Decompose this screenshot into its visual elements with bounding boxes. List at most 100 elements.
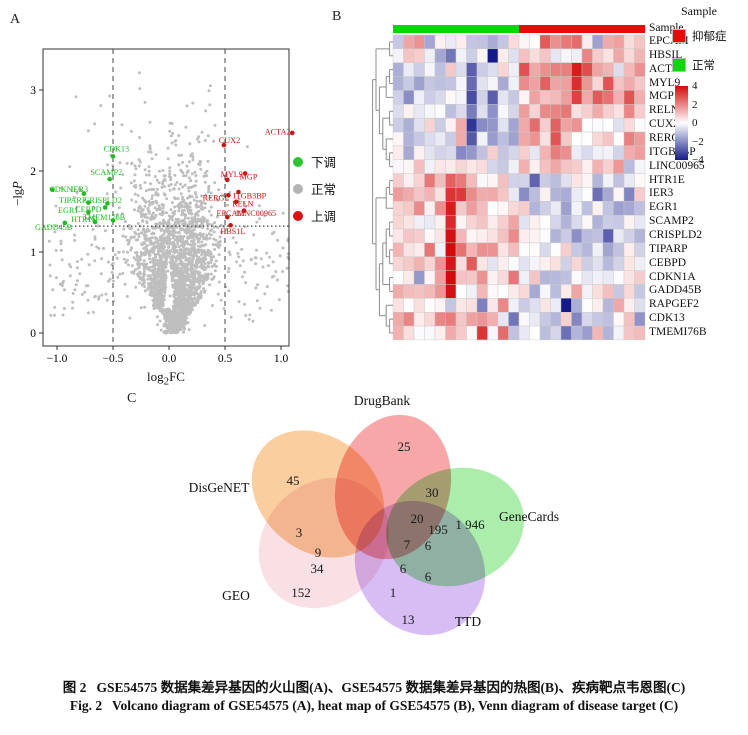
heatmap-cell	[392, 187, 404, 202]
heatmap-cell	[476, 214, 488, 230]
heatmap-cell	[623, 145, 635, 160]
heatmap-row-label: EGR1	[649, 201, 678, 214]
heatmap-legend: 抑郁症 正常	[672, 28, 727, 86]
heatmap-cell	[518, 312, 530, 327]
heatmap-cell	[602, 34, 614, 50]
heatmap-cell	[445, 256, 457, 271]
heatmap-cell	[497, 104, 509, 119]
heatmap-cell	[613, 256, 625, 271]
heatmap-cell	[634, 131, 646, 147]
heatmap-cell	[571, 117, 583, 133]
heatmap-cell	[581, 131, 593, 147]
heatmap-cell	[550, 270, 562, 285]
heatmap-cell	[413, 298, 425, 313]
heatmap-cell	[613, 48, 625, 63]
legend-label: 下调	[311, 156, 337, 170]
heatmap-cell	[445, 90, 457, 105]
volcano-legend-item: 正常	[293, 175, 336, 202]
up-gene-label: CUX2	[219, 136, 240, 145]
heatmap-cell	[529, 201, 541, 216]
down-gene-point	[86, 210, 91, 215]
heatmap-cell	[550, 173, 562, 188]
heatmap-cell	[392, 284, 404, 299]
heatmap-cell	[560, 131, 572, 147]
heatmap-cell	[592, 48, 604, 63]
heatmap-cell	[613, 242, 625, 257]
heatmap-cell	[476, 270, 488, 285]
heatmap-cell	[403, 284, 415, 299]
heatmap-cell	[550, 76, 562, 91]
volcano-legend-item: 下调	[293, 148, 336, 175]
heatmap-cell	[413, 325, 425, 341]
heatmap-cell	[581, 159, 593, 174]
heatmap-cell	[403, 228, 415, 244]
heatmap-cell	[487, 312, 499, 327]
heatmap-cell	[581, 117, 593, 133]
heatmap-cell	[634, 242, 646, 257]
heatmap-cell	[634, 62, 646, 77]
heatmap-cell	[634, 145, 646, 160]
heatmap-cell	[602, 159, 614, 174]
heatmap-cell	[508, 48, 520, 63]
heatmap-cell	[434, 131, 446, 147]
heatmap-cell	[613, 117, 625, 133]
heatmap-cell	[560, 62, 572, 77]
heatmap-cell	[445, 270, 457, 285]
heatmap-cell	[476, 312, 488, 327]
heatmap-cell	[487, 270, 499, 285]
heatmap-cell	[581, 145, 593, 160]
heatmap-cell	[518, 298, 530, 313]
heatmap-cell	[623, 104, 635, 119]
heatmap-cell	[550, 131, 562, 147]
heatmap-cell	[581, 284, 593, 299]
heatmap-cell	[508, 187, 520, 202]
heatmap-cell	[424, 62, 436, 77]
up-gene-label: EPCAM	[216, 209, 245, 218]
heatmap-cell	[550, 242, 562, 257]
heatmap-cell	[497, 325, 509, 341]
heatmap-cell	[634, 325, 646, 341]
heatmap-cell	[487, 228, 499, 244]
heatmap-row-label: CDK13	[649, 312, 685, 325]
heatmap-cell	[392, 117, 404, 133]
heatmap-cell	[592, 201, 604, 216]
heatmap-cell	[403, 90, 415, 105]
heatmap-cell	[571, 242, 583, 257]
heatmap-cell	[455, 48, 467, 63]
heatmap-cell	[508, 214, 520, 230]
legend-swatch-icon	[672, 28, 686, 43]
heatmap-cell	[403, 256, 415, 271]
heatmap-cell	[592, 62, 604, 77]
heatmap-cell	[539, 117, 551, 133]
heatmap-cell	[508, 34, 520, 50]
legend-label: 正常	[692, 59, 715, 72]
volcano-background-points	[47, 71, 291, 335]
heatmap-cell	[539, 242, 551, 257]
heatmap-cell	[529, 298, 541, 313]
heatmap-cell	[508, 131, 520, 147]
heatmap-cell	[466, 270, 478, 285]
heatmap-cell	[455, 117, 467, 133]
heatmap-cell	[434, 90, 446, 105]
heatmap-cell	[571, 62, 583, 77]
heatmap-cell	[497, 159, 509, 174]
heatmap-row-label: MYL9	[649, 76, 681, 89]
heatmap-cell	[560, 90, 572, 105]
heatmap-cell	[424, 159, 436, 174]
heatmap-cell	[466, 34, 478, 50]
heatmap-cell	[592, 298, 604, 313]
heatmap-cell	[518, 131, 530, 147]
heatmap-cell	[560, 312, 572, 327]
heatmap-cell	[581, 62, 593, 77]
down-gene-point	[105, 201, 110, 206]
heatmap-cell	[455, 76, 467, 91]
heatmap-cell	[487, 325, 499, 341]
heatmap-cell	[455, 284, 467, 299]
heatmap-row-label: TIPARP	[649, 242, 688, 255]
heatmap-cell	[581, 228, 593, 244]
heatmap-cell	[529, 131, 541, 147]
heatmap-cell	[487, 187, 499, 202]
heatmap-cell	[529, 173, 541, 188]
heatmap-cell	[497, 201, 509, 216]
down-gene-point	[50, 187, 55, 192]
